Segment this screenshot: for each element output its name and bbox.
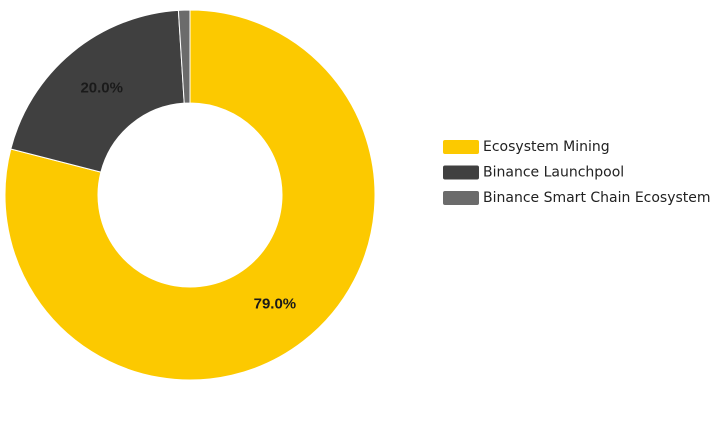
donut-slice bbox=[10, 9, 185, 173]
legend-label: Binance Smart Chain Ecosystem bbox=[483, 190, 711, 206]
legend-swatch bbox=[443, 165, 479, 180]
donut-slice bbox=[4, 9, 376, 381]
legend-swatch bbox=[443, 140, 479, 154]
legend-label: Binance Launchpool bbox=[483, 165, 624, 181]
legend-label: Ecosystem Mining bbox=[483, 139, 610, 155]
legend-swatch bbox=[443, 191, 479, 205]
data-label: 20.0% bbox=[80, 79, 123, 96]
data-label: 79.0% bbox=[254, 295, 297, 312]
donut-slice bbox=[177, 9, 191, 104]
